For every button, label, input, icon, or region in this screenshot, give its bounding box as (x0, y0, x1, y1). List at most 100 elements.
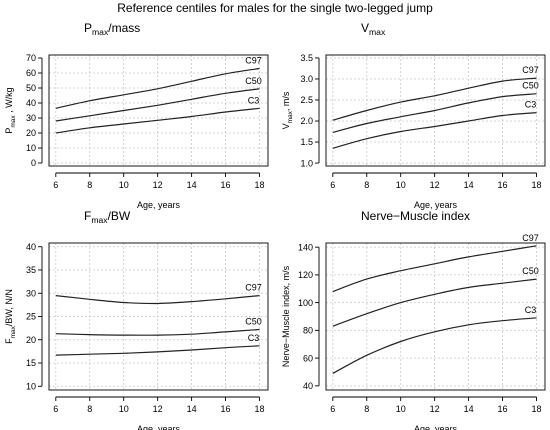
y-tick-label: 2.5 (300, 95, 313, 105)
x-tick-label: 16 (498, 404, 508, 414)
x-tick-label: 16 (221, 404, 231, 414)
y-tick-label: 3.5 (300, 53, 313, 63)
series-curve-c3 (55, 107, 260, 134)
y-tick-label: 140 (298, 242, 313, 252)
series-label-c97: C97 (245, 56, 262, 66)
x-tick-label: 18 (255, 404, 265, 414)
series-label-c50: C50 (522, 81, 539, 91)
y-tick-label: 25 (26, 312, 36, 322)
chart-panel-1: 6 8 10 12 14 16 18 Age, years 0 10 20 30 40 50 60 70 Pma… (4, 21, 269, 210)
x-tick-label: 6 (53, 180, 58, 190)
x-axis-label: Age, years (414, 424, 458, 430)
series-curve-c97 (55, 295, 260, 305)
y-tick-label: 0 (31, 158, 36, 168)
plot-frame (48, 242, 269, 391)
series-curve-c3 (55, 345, 260, 356)
x-tick-label: 6 (330, 180, 335, 190)
x-tick-label: 10 (119, 180, 129, 190)
panel-title: Nerve−Muscle index (361, 209, 470, 223)
y-axis-label: Fmax/BW, N/N (4, 289, 17, 344)
y-axis-label: Pmax , W/kg (4, 87, 17, 133)
chart-panel-2: 6 8 10 12 14 16 18 Age, years 1.0 1.5 2.0 2.5 3.0 3.5… (281, 21, 546, 210)
y-tick-label: 1.0 (300, 158, 313, 168)
plot-frame (48, 54, 269, 167)
x-axis-label: Age, years (137, 200, 181, 210)
x-tick-label: 12 (153, 180, 163, 190)
plot-frame (325, 54, 546, 167)
x-tick-label: 12 (430, 180, 440, 190)
x-tick-label: 18 (532, 404, 542, 414)
y-tick-label: 100 (298, 298, 313, 308)
x-tick-label: 14 (187, 180, 197, 190)
y-tick-label: 70 (26, 53, 36, 63)
panel-title: Pmax/mass (84, 21, 140, 37)
x-tick-label: 18 (532, 180, 542, 190)
x-tick-label: 16 (498, 180, 508, 190)
x-tick-label: 12 (153, 404, 163, 414)
figure-title: Reference centiles for males for the sin… (117, 1, 433, 15)
y-tick-label: 40 (26, 242, 36, 252)
chart-panel-4: 6 8 10 12 14 16 18 Age, years 40 60 80 100 120 140 Ner… (281, 209, 546, 430)
y-tick-label: 60 (303, 353, 313, 363)
series-curve-c50 (55, 328, 260, 336)
y-axis-label: Vmax, m/s (281, 91, 294, 129)
x-axis-label: Age, years (137, 424, 181, 430)
series-curve-c97 (332, 245, 537, 293)
x-tick-label: 10 (119, 404, 129, 414)
series-label-c50: C50 (522, 266, 539, 276)
y-tick-label: 1.5 (300, 137, 313, 147)
series-curve-c50 (332, 93, 537, 133)
x-tick-label: 16 (221, 180, 231, 190)
series-label-c3: C3 (248, 95, 260, 105)
y-tick-label: 20 (26, 128, 36, 138)
x-tick-label: 8 (364, 180, 369, 190)
y-tick-label: 60 (26, 68, 36, 78)
series-curve-c3 (332, 112, 537, 149)
series-label-c97: C97 (522, 65, 539, 75)
y-tick-label: 40 (303, 381, 313, 391)
series-label-c97: C97 (245, 283, 262, 293)
y-tick-label: 30 (26, 288, 36, 298)
series-label-c3: C3 (525, 305, 537, 315)
y-tick-label: 120 (298, 270, 313, 280)
x-tick-label: 18 (255, 180, 265, 190)
series-label-c50: C50 (245, 76, 262, 86)
series-label-c3: C3 (248, 333, 260, 343)
x-tick-label: 12 (430, 404, 440, 414)
x-tick-label: 8 (364, 404, 369, 414)
plot-frame (325, 242, 546, 391)
x-axis-label: Age, years (414, 200, 458, 210)
x-tick-label: 8 (87, 404, 92, 414)
panel-title: Vmax (361, 21, 386, 37)
y-axis-label: Nerve−Muscle index, m/s (281, 265, 291, 367)
x-tick-label: 14 (464, 404, 474, 414)
y-tick-label: 10 (26, 143, 36, 153)
x-tick-label: 14 (187, 404, 197, 414)
panel-title: Fmax/BW (84, 209, 131, 225)
x-tick-label: 8 (87, 180, 92, 190)
x-tick-label: 10 (396, 180, 406, 190)
series-curve-c97 (55, 67, 260, 109)
series-label-c50: C50 (245, 317, 262, 327)
series-label-c97: C97 (522, 233, 539, 243)
series-label-c3: C3 (525, 100, 537, 110)
x-tick-label: 10 (396, 404, 406, 414)
y-tick-label: 50 (26, 83, 36, 93)
y-tick-label: 20 (26, 335, 36, 345)
x-tick-label: 6 (53, 404, 58, 414)
series-curve-c50 (55, 88, 260, 122)
y-tick-label: 30 (26, 113, 36, 123)
y-tick-label: 2.0 (300, 116, 313, 126)
y-tick-label: 40 (26, 98, 36, 108)
y-tick-label: 3.0 (300, 74, 313, 84)
x-tick-label: 14 (464, 180, 474, 190)
y-tick-label: 10 (26, 381, 36, 391)
series-curve-c3 (332, 317, 537, 374)
y-tick-label: 35 (26, 265, 36, 275)
x-tick-label: 6 (330, 404, 335, 414)
series-curve-c50 (332, 278, 537, 327)
y-tick-label: 80 (303, 326, 313, 336)
y-tick-label: 15 (26, 358, 36, 368)
series-curve-c97 (332, 77, 537, 121)
